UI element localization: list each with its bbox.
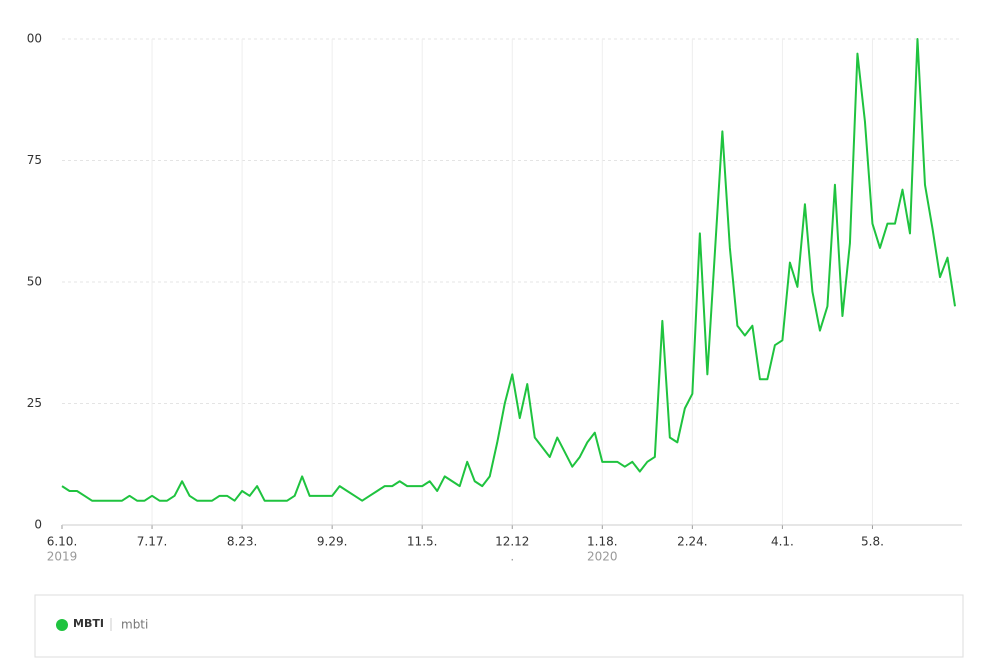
x-tick-sublabel: 2019	[47, 550, 78, 564]
x-tick-label: 7.17.	[137, 535, 168, 549]
y-tick-label: 75	[27, 153, 42, 167]
y-tick-label: 00	[27, 32, 42, 46]
x-tick-label: 8.23.	[227, 535, 258, 549]
legend-keyword: mbti	[121, 618, 148, 632]
legend-dot	[56, 619, 68, 631]
y-tick-label: 50	[27, 275, 42, 289]
x-tick-label: 9.29.	[317, 535, 348, 549]
x-tick-sublabel: 2020	[587, 550, 618, 564]
legend-label: MBTI	[73, 617, 104, 630]
x-tick-label: 5.8.	[861, 535, 884, 549]
x-tick-label: 12.12	[495, 535, 529, 549]
y-tick-label: 25	[27, 396, 42, 410]
data-line	[61, 38, 956, 502]
x-tick-label: 1.18.	[587, 535, 618, 549]
x-tick-label: 6.10.	[47, 535, 78, 549]
y-tick-label: 0	[34, 518, 42, 532]
x-tick-label: 2.24.	[677, 535, 708, 549]
x-tick-label: 4.1.	[771, 535, 794, 549]
x-tick-label: 11.5.	[407, 535, 438, 549]
legend-box	[34, 594, 964, 658]
x-tick-sublabel: .	[510, 550, 514, 564]
